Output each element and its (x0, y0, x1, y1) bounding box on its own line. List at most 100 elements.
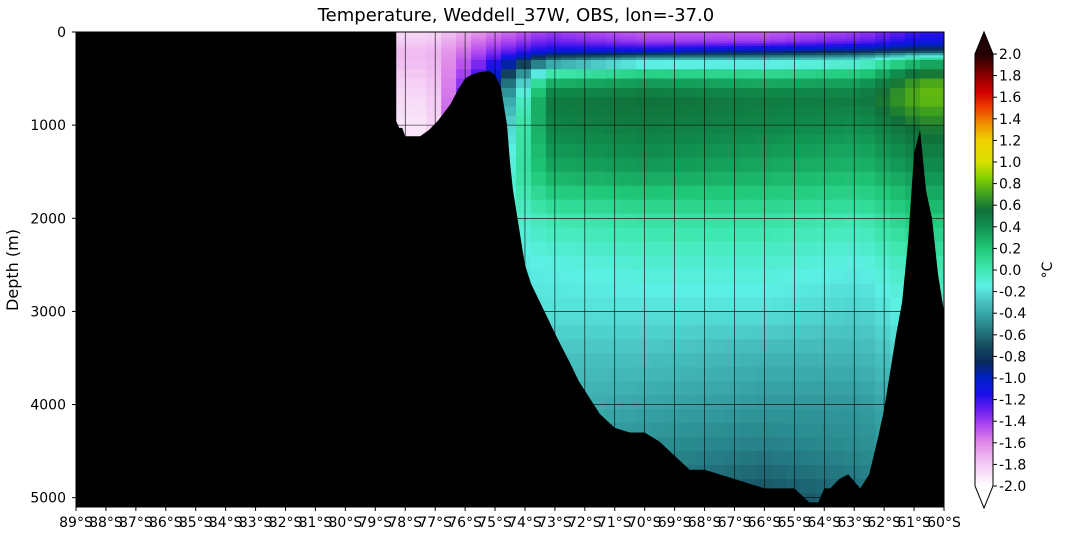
heatmap-cell (620, 185, 637, 201)
heatmap-cell (845, 171, 861, 187)
heatmap-cell (635, 227, 652, 243)
heatmap-cell (710, 48, 727, 52)
heatmap-cell (665, 157, 682, 173)
heatmap-cell (530, 255, 547, 271)
heatmap-cell (605, 241, 622, 257)
heatmap-cell (875, 38, 891, 42)
heatmap-cell (785, 78, 801, 89)
heatmap-cell (650, 283, 667, 299)
heatmap-cell (605, 41, 622, 45)
heatmap-cell (920, 55, 936, 59)
heatmap-cell (755, 311, 771, 326)
heatmap-cell (650, 213, 667, 229)
heatmap-cell (725, 87, 742, 98)
heatmap-cell (486, 57, 502, 61)
y-tick-label: 5000 (30, 491, 66, 507)
x-tick-label: 68°S (688, 515, 722, 531)
heatmap-cell (411, 55, 427, 59)
heatmap-cell (740, 106, 757, 117)
heatmap-cell (545, 52, 562, 56)
heatmap-cell (695, 297, 712, 313)
heatmap-cell (560, 185, 577, 201)
heatmap-cell (755, 213, 771, 229)
heatmap-cell (530, 36, 547, 40)
heatmap-cell (635, 32, 652, 35)
heatmap-cell (545, 157, 562, 173)
heatmap-cell (860, 50, 876, 54)
heatmap-cell (770, 125, 786, 136)
heatmap-cell (785, 106, 801, 117)
heatmap-cell (935, 269, 944, 285)
heatmap-cell (411, 45, 427, 49)
heatmap-cell (890, 255, 906, 271)
heatmap-cell (665, 437, 682, 452)
heatmap-cell (665, 283, 682, 299)
heatmap-cell (411, 87, 427, 98)
heatmap-cell (560, 69, 577, 80)
x-tick-label: 75°S (478, 515, 512, 531)
heatmap-cell (575, 55, 592, 59)
heatmap-cell (456, 48, 472, 52)
heatmap-cell (830, 38, 846, 42)
heatmap-cell (545, 36, 562, 40)
heatmap-cell (815, 367, 831, 382)
heatmap-cell (635, 57, 652, 61)
heatmap-cell (740, 97, 757, 108)
heatmap-cell (890, 227, 906, 243)
heatmap-cell (815, 45, 831, 49)
heatmap-cell (815, 38, 831, 42)
heatmap-cell (620, 311, 637, 326)
heatmap-cell (740, 125, 757, 136)
heatmap-cell (815, 171, 831, 187)
x-tick-label: 74°S (508, 515, 542, 531)
heatmap-cell (650, 55, 667, 59)
heatmap-cell (680, 367, 697, 382)
y-tick-label: 2000 (30, 211, 66, 227)
heatmap-cell (905, 125, 921, 136)
heatmap-cell (530, 171, 547, 187)
heatmap-cell (620, 69, 637, 80)
heatmap-cell (845, 451, 861, 466)
heatmap-cell (830, 269, 846, 285)
heatmap-cell (620, 409, 637, 424)
heatmap-cell (456, 45, 472, 49)
heatmap-cell (905, 97, 921, 108)
heatmap-cell (620, 125, 637, 136)
heatmap-cell (605, 367, 622, 382)
heatmap-cell (605, 38, 622, 42)
colorbar-tick-label: 1.4 (999, 112, 1021, 128)
heatmap-cell (830, 185, 846, 201)
heatmap-cell (590, 297, 607, 313)
heatmap-cell (650, 255, 667, 271)
heatmap-cell (935, 32, 944, 35)
heatmap-cell (530, 134, 547, 145)
heatmap-cell (725, 48, 742, 52)
heatmap-cell (605, 199, 622, 215)
heatmap-cell (770, 43, 786, 47)
heatmap-cell (785, 41, 801, 45)
heatmap-cell (695, 55, 712, 59)
heatmap-cell (650, 69, 667, 80)
heatmap-cell (770, 199, 786, 215)
heatmap-cell (860, 269, 876, 285)
heatmap-cell (875, 185, 891, 201)
heatmap-cell (605, 185, 622, 201)
heatmap-cell (860, 255, 876, 271)
heatmap-cell (860, 395, 876, 410)
heatmap-cell (920, 34, 936, 38)
heatmap-cell (635, 115, 652, 126)
heatmap-cell (815, 325, 831, 340)
heatmap-cell (441, 36, 457, 40)
x-tick-label: 65°S (777, 515, 811, 531)
heatmap-cell (785, 325, 801, 340)
heatmap-cell (740, 171, 757, 187)
heatmap-cell (860, 423, 876, 438)
heatmap-cell (441, 34, 457, 38)
heatmap-cell (680, 36, 697, 40)
heatmap-cell (620, 269, 637, 285)
heatmap-cell (635, 409, 652, 424)
heatmap-cell (620, 59, 637, 70)
heatmap-cell (695, 38, 712, 42)
colorbar-tick-label: -1.4 (999, 414, 1026, 430)
heatmap-cell (755, 409, 771, 424)
